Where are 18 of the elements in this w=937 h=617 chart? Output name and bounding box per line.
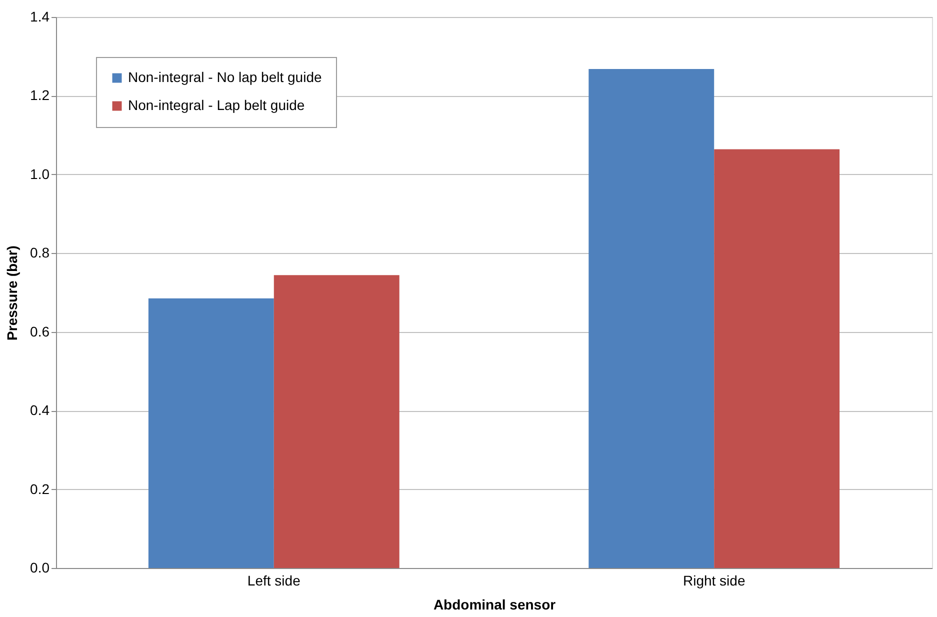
y-tick-label: 0.8 <box>30 244 50 261</box>
legend-label: Non-integral - No lap belt guide <box>128 69 322 85</box>
x-tick-label: Left side <box>247 572 301 588</box>
bar <box>714 149 840 568</box>
y-tick-label: 0.4 <box>30 402 50 418</box>
bar <box>274 275 400 568</box>
legend-label: Non-integral - Lap belt guide <box>128 97 305 113</box>
bar <box>588 68 714 568</box>
y-tick-label: 0.6 <box>30 323 50 340</box>
x-tick-label: Right side <box>682 572 746 588</box>
y-tick-label: 1.0 <box>30 166 50 182</box>
y-tick-label: 0.2 <box>30 480 50 497</box>
x-axis-title: Abdominal sensor <box>433 596 556 612</box>
y-axis-title: Pressure (bar) <box>4 246 20 340</box>
y-tick-label: 1.4 <box>30 8 50 24</box>
y-tick-label: 0.0 <box>30 560 50 576</box>
bar <box>148 298 274 568</box>
y-tick-label: 1.2 <box>30 87 50 104</box>
